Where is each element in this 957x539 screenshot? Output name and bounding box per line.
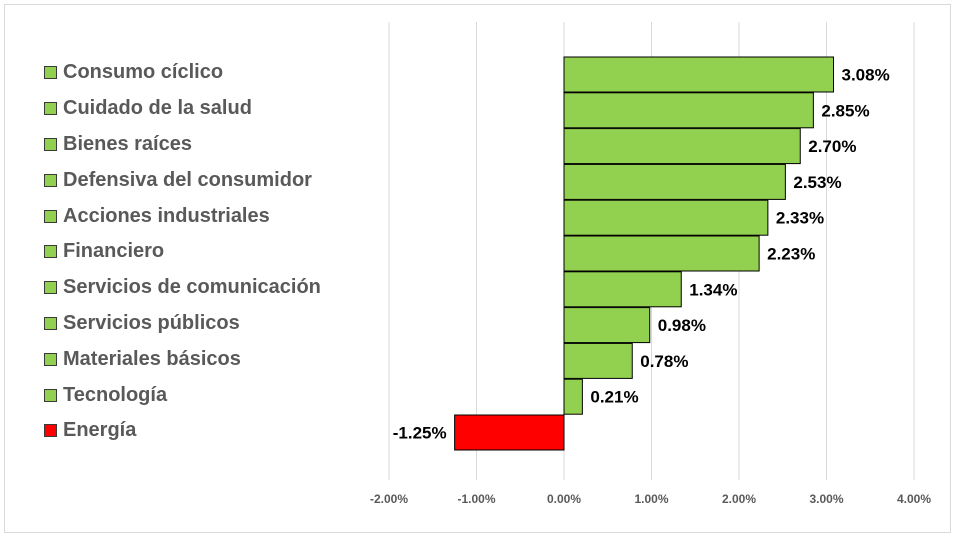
- legend-swatch: [44, 388, 57, 402]
- legend-swatch: [44, 424, 57, 438]
- legend-swatch: [44, 102, 57, 116]
- bar: [563, 378, 583, 415]
- legend-item: Servicios públicos: [44, 306, 321, 342]
- x-tick-label: 1.00%: [634, 492, 668, 506]
- legend-swatch: [44, 173, 57, 187]
- legend-swatch: [44, 209, 57, 223]
- legend-label: Bienes raíces: [63, 132, 192, 155]
- x-tick-label: -1.00%: [457, 492, 495, 506]
- legend-swatch: [44, 281, 57, 295]
- bar: [563, 128, 801, 165]
- data-label: 2.53%: [793, 173, 841, 192]
- legend-label: Materiales básicos: [63, 347, 241, 370]
- legend-item: Consumo cíclico: [44, 55, 321, 91]
- x-tick-label: -2.00%: [370, 492, 408, 506]
- legend-swatch: [44, 316, 57, 330]
- x-tick-label: 0.00%: [547, 492, 581, 506]
- legend-item: Bienes raíces: [44, 127, 321, 163]
- legend-label: Consumo cíclico: [63, 61, 224, 84]
- legend-item: Defensiva del consumidor: [44, 162, 321, 198]
- legend-swatch: [44, 66, 57, 80]
- bar: [563, 342, 633, 379]
- data-label: 0.78%: [640, 352, 688, 371]
- bar: [563, 235, 760, 272]
- x-tick-label: 3.00%: [809, 492, 843, 506]
- legend-swatch: [44, 352, 57, 366]
- legend-item: Energía: [44, 413, 321, 449]
- legend-label: Cuidado de la salud: [63, 97, 252, 120]
- bar: [563, 56, 834, 93]
- legend-item: Tecnología: [44, 377, 321, 413]
- data-label: 3.08%: [842, 66, 890, 85]
- data-label: 0.21%: [590, 388, 638, 407]
- data-label: -1.25%: [393, 424, 447, 443]
- data-label: 2.85%: [821, 101, 869, 120]
- chart-legend: Consumo cíclico Cuidado de la salud Bienes…: [44, 55, 321, 449]
- legend-label: Defensiva del consumidor: [63, 168, 312, 191]
- legend-item: Financiero: [44, 234, 321, 270]
- data-label: 2.70%: [808, 137, 856, 156]
- legend-item: Servicios de comunicación: [44, 270, 321, 306]
- legend-item: Acciones industriales: [44, 198, 321, 234]
- bar: [563, 163, 786, 200]
- data-label: 2.23%: [767, 245, 815, 264]
- bar: [563, 92, 814, 129]
- legend-swatch: [44, 137, 57, 151]
- legend-label: Tecnología: [63, 383, 168, 406]
- legend-item: Cuidado de la salud: [44, 91, 321, 127]
- x-tick-label: 2.00%: [722, 492, 756, 506]
- bar: [563, 271, 682, 308]
- bar: [563, 307, 651, 344]
- bar: [563, 199, 769, 236]
- legend-label: Financiero: [63, 240, 165, 263]
- data-label: 0.98%: [658, 316, 706, 335]
- x-tick-label: 4.00%: [897, 492, 931, 506]
- legend-label: Energía: [63, 419, 137, 442]
- legend-swatch: [44, 245, 57, 259]
- legend-label: Acciones industriales: [63, 204, 270, 227]
- bar: [454, 414, 565, 451]
- legend-item: Materiales básicos: [44, 341, 321, 377]
- legend-label: Servicios públicos: [63, 311, 240, 334]
- data-label: 2.33%: [776, 209, 824, 228]
- legend-label: Servicios de comunicación: [63, 276, 321, 299]
- data-label: 1.34%: [689, 280, 737, 299]
